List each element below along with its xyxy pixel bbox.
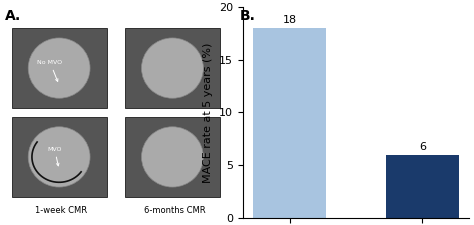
FancyBboxPatch shape [11,28,107,108]
Text: 18: 18 [283,15,297,25]
FancyBboxPatch shape [125,28,220,108]
Ellipse shape [142,127,203,187]
FancyBboxPatch shape [11,117,107,197]
Ellipse shape [28,127,90,187]
Text: MVO: MVO [47,146,62,166]
Bar [386,155,459,218]
Text: B.: B. [239,9,255,23]
Y-axis label: MACE rate at 5 years (%): MACE rate at 5 years (%) [203,42,213,183]
Text: 1-week CMR: 1-week CMR [36,206,87,215]
Text: 6-months CMR: 6-months CMR [144,206,206,215]
FancyBboxPatch shape [125,117,220,197]
Text: No MVO: No MVO [37,60,63,81]
Ellipse shape [142,38,203,98]
Text: A.: A. [5,9,21,23]
Ellipse shape [28,38,90,98]
Bar [253,28,326,218]
Text: 6: 6 [419,142,426,152]
